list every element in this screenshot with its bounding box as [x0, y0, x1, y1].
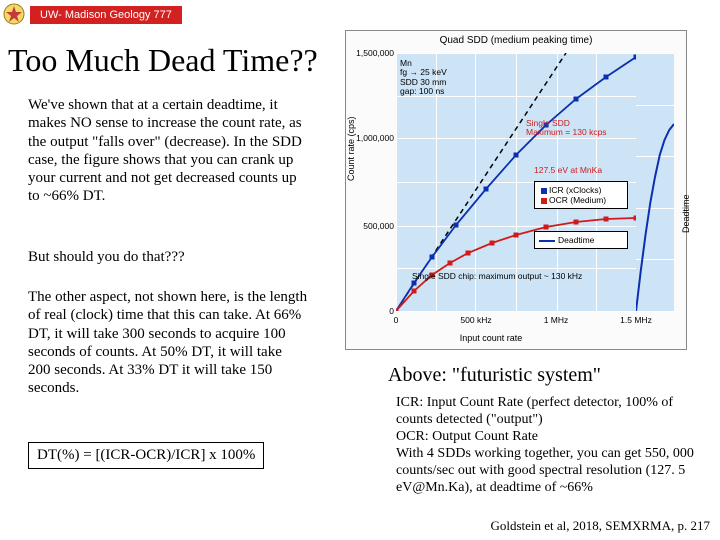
quad-sdd-chart: Quad SDD (medium peaking time) Count rat… [345, 30, 687, 350]
xtick: 500 kHz [460, 315, 491, 325]
y2-axis-label: Deadtime [681, 194, 691, 233]
deadtime-formula: DT(%) = [(ICR-OCR)/ICR] x 100% [28, 442, 264, 469]
ytick: 1,000,000 [356, 133, 394, 143]
x-axis-label: Input count rate [346, 333, 636, 343]
xtick: 1.5 MHz [620, 315, 652, 325]
citation: Goldstein et al, 2018, SEMXRMA, p. 217 [490, 518, 710, 534]
paragraph-1: We've shown that at a certain deadtime, … [28, 96, 308, 206]
ann-res: 127.5 eV at MnKa [534, 165, 602, 175]
y-axis-label: Count rate (cps) [346, 116, 356, 181]
crest-icon [2, 2, 26, 26]
chart-title: Quad SDD (medium peaking time) [346, 35, 686, 46]
ytick: 500,000 [356, 221, 394, 231]
ann-single-sdd: Single SDDMaximum = 130 kcps [526, 119, 607, 138]
ytick: 0 [356, 306, 394, 316]
paragraph-3: The other aspect, not shown here, is the… [28, 288, 308, 398]
ytick: 1,500,000 [356, 48, 394, 58]
ann-mn: Mnfg → 25 keVSDD 30 mmgap: 100 ns [400, 59, 447, 96]
figure-caption: Above: "futuristic system" [388, 364, 601, 387]
legend-icr-ocr: ICR (xClocks) OCR (Medium) [534, 181, 628, 209]
right-column-text: ICR: Input Count Rate (perfect detector,… [396, 394, 706, 496]
xtick: 0 [394, 315, 399, 325]
plot-area: Mnfg → 25 keVSDD 30 mmgap: 100 ns Single… [396, 53, 636, 311]
paragraph-2: But should you do that??? [28, 248, 308, 266]
ann-chip: Single SDD chip: maximum output ~ 130 kH… [412, 271, 582, 281]
plot-area-right [636, 53, 674, 311]
page-title: Too Much Dead Time?? [8, 42, 318, 79]
xtick: 1 MHz [544, 315, 569, 325]
legend-deadtime: Deadtime [534, 231, 628, 249]
course-badge: UW- Madison Geology 777 [30, 6, 182, 24]
